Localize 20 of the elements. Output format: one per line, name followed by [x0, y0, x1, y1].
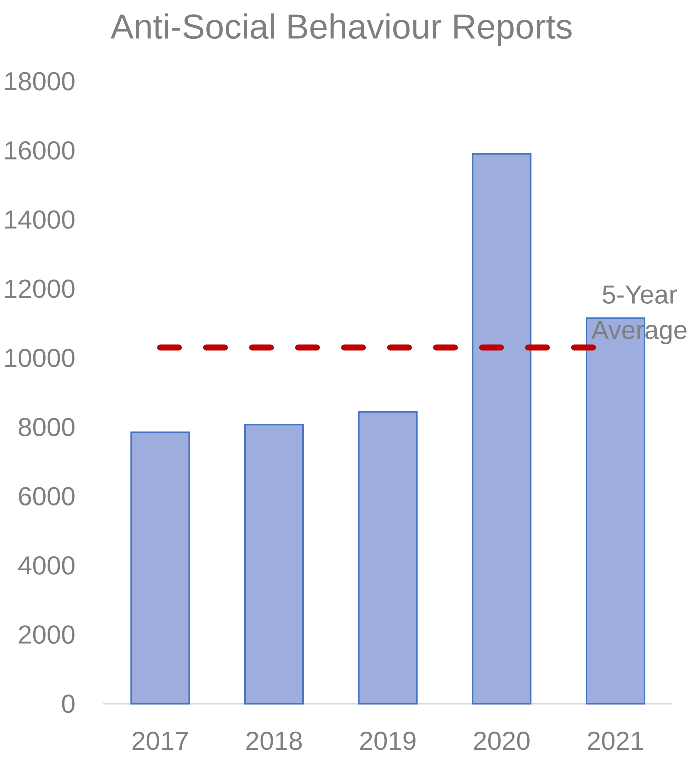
bar — [358, 411, 418, 705]
y-tick-label: 16000 — [5, 141, 75, 160]
y-tick-label: 12000 — [5, 280, 75, 298]
x-tick-label: 2017 — [132, 732, 188, 750]
y-tick-label: 18000 — [5, 72, 75, 91]
y-tick-label: 4000 — [18, 556, 75, 575]
y-tick-label: 2000 — [19, 626, 75, 644]
bar — [472, 153, 532, 705]
y-tick-label: 14000 — [5, 210, 75, 230]
bar — [244, 424, 304, 705]
x-tick-label: 2019 — [360, 732, 416, 750]
chart-title: Anti-Social Behaviour Reports — [110, 14, 572, 46]
x-tick-label: 2018 — [246, 732, 302, 750]
y-tick-label: 8000 — [19, 418, 75, 437]
x-tick-label: 2021 — [588, 732, 644, 750]
x-tick-label: 2020 — [474, 732, 530, 750]
y-tick-label: 0 — [62, 694, 75, 714]
y-tick-label: 10000 — [5, 348, 75, 368]
bar — [130, 432, 190, 705]
y-tick-label: 6000 — [19, 487, 75, 506]
